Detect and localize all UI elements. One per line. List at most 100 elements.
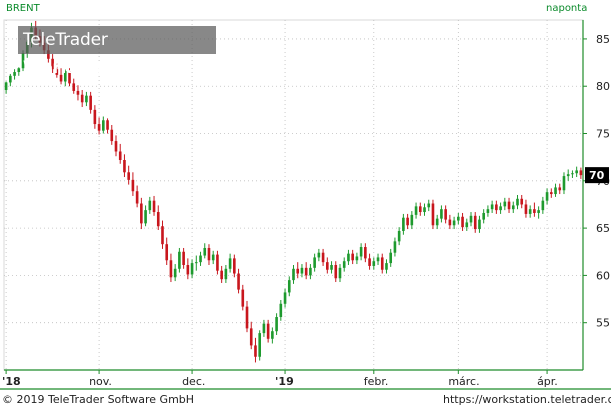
candle-body [393,241,397,253]
candle-body [89,95,92,110]
candle-body [355,256,359,261]
candle-body [59,74,63,82]
candle-body [4,82,8,90]
candle-body [207,247,211,261]
x-tick-label: '19 [275,375,294,388]
y-tick-label: 80 [596,80,610,93]
candle-body [144,210,147,224]
candle-body [410,214,414,226]
candle-body [452,220,456,226]
candle-body [359,247,363,257]
candle-body [444,209,447,220]
candle-body [528,209,532,214]
candle-body [326,262,329,270]
candle-body [473,215,477,230]
candle-body [304,267,308,276]
x-tick-label: '18 [2,375,21,388]
x-tick-label: febr. [364,375,389,388]
candle-body [245,306,249,329]
candle-body [127,172,130,180]
candle-body [431,203,435,226]
candle-body [469,215,473,223]
candle-body [194,262,198,264]
candle-body [254,345,257,357]
candle-body [237,273,240,290]
candle-body [72,83,76,91]
candle-body [110,129,114,142]
candle-body [465,222,469,228]
candle-body [266,323,270,339]
candle-body [342,261,346,268]
candle-body [566,174,570,177]
candle-body [51,58,54,70]
candle-body [549,192,553,195]
candle-body [165,244,169,261]
x-tick-label: márc. [448,375,479,388]
brand-bold: WorkStation [23,58,140,78]
candle-body [21,53,25,69]
candle-body [347,253,350,262]
source-url: https://workstation.teletrader.com [443,393,611,406]
candle-body [178,251,181,269]
candle-body [186,265,190,275]
candle-body [97,124,101,131]
candle-body [309,267,312,276]
candle-body [482,212,485,220]
candle-body [579,170,583,176]
candles [4,20,583,363]
candle-body [93,109,97,125]
candle-body [275,317,278,332]
candle-body [173,268,177,278]
candle-body [503,201,507,207]
candle-body [402,217,405,231]
candle-body [490,204,494,210]
y-tick-label: 55 [596,317,610,330]
candle-body [533,209,536,213]
candle-body [380,257,384,270]
candle-body [262,323,266,334]
candle-body [435,218,439,226]
symbol-label: BRENT [6,3,40,14]
candle-body [461,216,464,228]
candle-body [575,170,578,174]
y-tick-label: 65 [596,222,610,235]
candle-body [131,179,135,192]
candle-body [123,160,126,173]
candle-body [368,258,371,266]
candle-body [296,268,300,274]
candle-body [199,255,202,263]
candle-body [499,206,502,211]
candle-body [364,247,367,259]
candle-body [76,90,80,95]
candle-body [118,151,122,160]
candle-body [385,263,388,270]
candle-body [376,257,380,262]
candle-body [558,187,562,191]
candle-body [440,209,443,219]
candle-body [279,303,283,318]
candle-body [406,217,409,226]
candle-body [317,252,321,258]
candle-body [571,173,574,175]
candle-body [351,253,354,261]
candle-body [63,71,67,82]
candle-body [102,120,105,131]
y-tick-label: 85 [596,33,610,46]
candle-body [233,258,236,274]
candle-body [271,331,274,339]
candle-body [457,216,460,221]
candle-body [321,252,325,263]
candle-body [211,254,215,261]
axes: 55 60 65 70 75 80 85 '18 nov. dec. '19 febr. márc. áp… [0,20,611,390]
candle-body [17,68,21,73]
candle-body [114,141,118,152]
brand-watermark: TeleTrader WorkStation [18,26,216,78]
candle-body [397,230,401,242]
candle-body [334,265,338,279]
candle-body [300,267,304,274]
candle-body [562,176,566,191]
candle-body [283,292,287,304]
x-tick-label: dec. [182,375,205,388]
candle-body [80,94,84,103]
